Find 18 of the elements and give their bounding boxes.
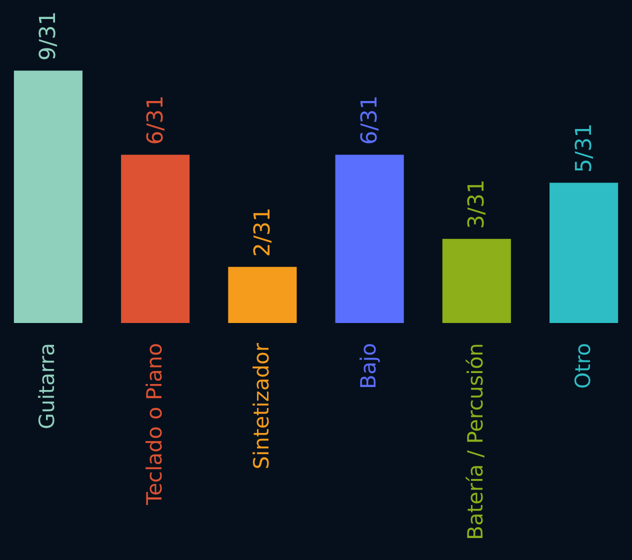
data-label: 9/31 <box>36 11 62 61</box>
x-tick-label: Guitarra <box>35 343 60 430</box>
data-label: 2/31 <box>250 208 276 257</box>
bar <box>335 154 404 323</box>
bar <box>550 182 618 323</box>
bar <box>228 266 297 323</box>
bar <box>14 70 82 323</box>
x-tick-label: Batería / Percusión <box>464 343 488 540</box>
data-label: 3/31 <box>464 179 490 229</box>
data-label: 5/31 <box>572 123 597 173</box>
data-label: 6/31 <box>143 95 168 145</box>
data-label: 6/31 <box>358 95 383 145</box>
x-tick-label: Bajo <box>356 343 381 389</box>
x-tick-label: Teclado o Piano <box>142 343 166 506</box>
bar <box>121 154 190 323</box>
bar <box>442 238 511 323</box>
x-tick-label: Otro <box>570 343 595 389</box>
x-tick-label: Sintetizador <box>249 342 274 470</box>
